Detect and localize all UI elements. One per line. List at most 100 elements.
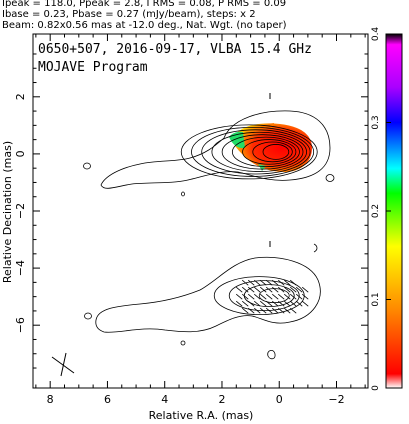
colorbar-tick-label: 0 [371,385,381,391]
x-tick-label: 0 [276,393,283,406]
polarization-vector [289,279,297,286]
polarization-vector [253,279,261,286]
y-axis-label: Relative Decination (mas) [1,141,14,283]
x-tick-label: 8 [47,393,54,406]
polarization-vector [289,286,297,293]
polarization-vector [283,286,291,293]
polarization-vector [295,286,303,293]
polarization-vector [259,279,267,286]
polarization-vector [295,300,303,307]
polarization-vector [301,293,309,300]
chart-subtitle: MOJAVE Program [38,60,148,75]
contour-level [262,144,290,160]
x-tick-label: 6 [104,393,111,406]
beam-marker [51,352,75,377]
polarization-vector [253,286,261,293]
colorbar-tick-label: 0.2 [371,204,381,218]
polarization-vector [301,286,309,293]
polarization-vector [265,300,273,307]
y-tick-label: −2 [14,203,27,219]
y-tick-label: 2 [14,93,27,100]
polarization-vector [241,293,249,300]
polarization-vector [253,300,261,307]
polarization-vector [271,307,279,314]
polarization-vector [277,307,285,314]
polarization-vector [289,307,297,314]
isolated-contour [267,350,276,360]
polarization-vector [241,286,249,293]
header-line-3: Beam: 0.82x0.56 mas at -12.0 deg., Nat. … [2,20,287,31]
polarization-vector [259,300,267,307]
contour-level [242,139,297,165]
polarization-vector [289,293,297,300]
plot-content [51,93,335,377]
polarization-vector [277,300,285,307]
contour-level [180,124,318,180]
y-tick-label: 0 [14,150,27,157]
x-tick-label: 2 [218,393,225,406]
polarization-vector [259,293,267,300]
polarization-vector [265,279,273,286]
polarization-vector [301,300,309,307]
contour-level [191,126,315,177]
polarization-vector [259,286,267,293]
polarization-vector [271,293,279,300]
y-tick-label: −6 [14,317,27,333]
header-line-1: Ipeak = 118.0, Ppeak = 2.8, I RMS = 0.08… [2,0,287,9]
chart-title: 0650+507, 2016-09-17, VLBA 15.4 GHz [38,42,312,57]
polarization-vector [247,279,255,286]
polarization-vector [283,300,291,307]
polarization-vector [247,286,255,293]
polarization-vector [277,279,285,286]
isolated-contour [180,340,186,346]
polarization-vector [241,307,249,314]
polarization-vector [277,286,285,293]
isolated-contour [325,174,335,182]
isolated-contour [83,162,91,170]
polarization-vector [265,293,273,300]
polarization-vector [241,279,249,286]
polarization-vector [259,307,267,314]
contour-level [211,131,307,172]
polarization-vectors [235,279,309,314]
polarization-overlay-spot [258,164,266,171]
polarization-vector [289,300,297,307]
polarization-vector [247,300,255,307]
upper-jet-outline [100,110,331,189]
contour-level [252,141,293,163]
polarization-vector [283,279,291,286]
colorbar-tick-label: 0.3 [371,115,381,129]
colorbar-tick-label: 0.4 [371,27,381,42]
axis-ticks: 8 6 4 2 0 −2 2 0 −2 −4 −6 [14,34,368,406]
polarization-vector [271,279,279,286]
polarization-vector [271,286,279,293]
contour-level [221,134,304,170]
contour-level [228,280,300,312]
polarization-vector [247,307,255,314]
polarization-vector [265,307,273,314]
colorbar-tick-label: 0.1 [371,292,381,306]
polarization-vector [235,286,243,293]
x-tick-label: −2 [328,393,344,406]
polarization-vector [253,293,261,300]
header-line-2: Ibase = 0.23, Pbase = 0.27 (mJy/beam), s… [2,9,256,20]
colorbar-ticks: 0 0.1 0.2 0.3 0.4 [371,27,391,391]
polarization-vector [241,300,249,307]
polarization-vector [265,286,273,293]
upper-contours [180,124,318,180]
isolated-contour [181,191,185,197]
contour-level [231,136,300,168]
isolated-contour [313,243,318,253]
polarization-vector [295,293,303,300]
plot-frame [32,33,369,389]
x-tick-label: 4 [161,393,168,406]
polarization-vector [277,293,285,300]
x-axis-label: Relative R.A. (mas) [149,409,254,422]
polarization-vector [253,307,261,314]
polarization-vector [283,307,291,314]
polarization-vector [235,300,243,307]
isolated-contour [84,312,92,320]
polarization-vector [271,300,279,307]
contour-level [201,129,311,175]
